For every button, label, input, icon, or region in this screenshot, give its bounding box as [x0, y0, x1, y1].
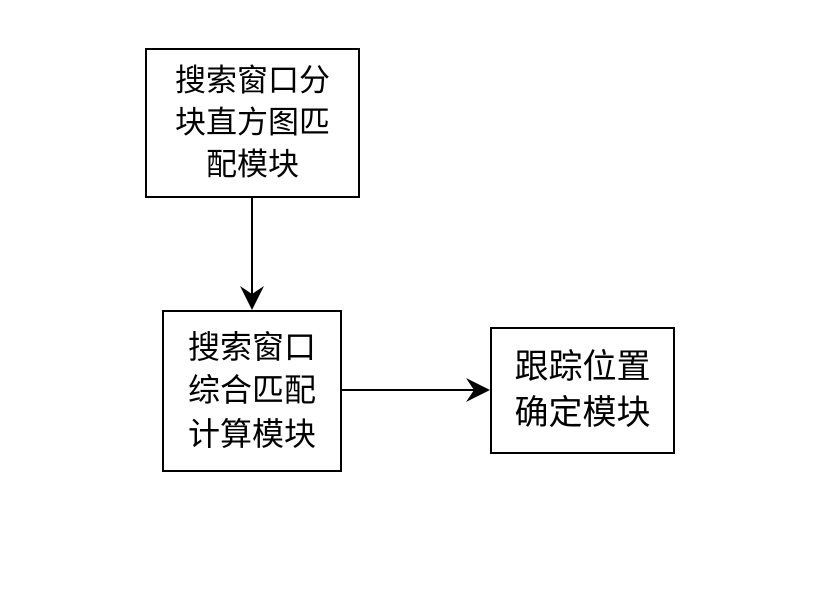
edge-comprehensive-to-track	[0, 0, 819, 609]
flowchart-canvas: 搜索窗口分 块直方图匹 配模块 搜索窗口 综合匹配 计算模块 跟踪位置 确定模块	[0, 0, 819, 609]
